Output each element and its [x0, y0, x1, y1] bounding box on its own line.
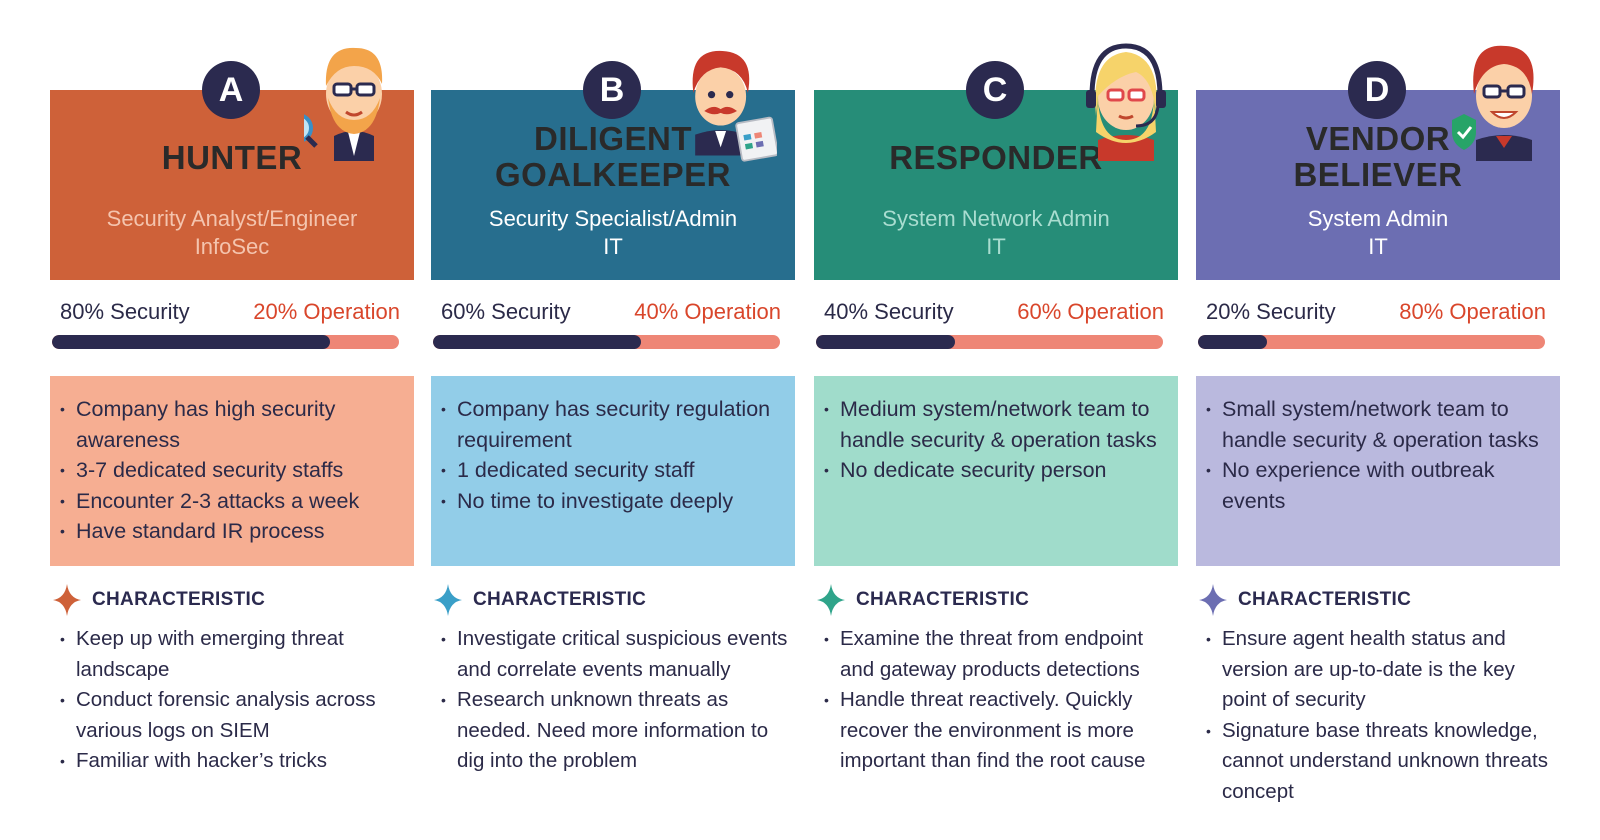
profile-item: 1 dedicated security staff — [441, 455, 781, 486]
company-profile-box: Small system/network team to handle secu… — [1196, 376, 1560, 566]
security-operation-bar — [433, 335, 780, 349]
characteristic-item: Investigate critical suspicious events a… — [441, 624, 795, 685]
characteristic-heading: CHARACTERISTIC — [816, 583, 1176, 617]
profile-item: Have standard IR process — [60, 516, 400, 547]
security-operation-split: 20% Security 80% Operation — [1206, 299, 1546, 329]
persona-card-responder: C RESPONDER System Network Admin IT 40% … — [814, 0, 1178, 840]
persona-role: System Admin IT — [1196, 205, 1560, 261]
security-percentage: 20% Security — [1206, 299, 1336, 324]
characteristic-item: Examine the threat from endpoint and gat… — [824, 624, 1178, 685]
persona-card-diligent-goalkeeper: B DILIGENT GOALKEEPER Security Specialis… — [431, 0, 795, 840]
persona-name-line: DILIGENT — [534, 120, 692, 157]
persona-name: RESPONDER — [889, 139, 1103, 176]
company-profile-box: Company has high security awareness3-7 d… — [50, 376, 414, 566]
persona-role: System Network Admin IT — [814, 205, 1178, 261]
profile-item: Medium system/network team to handle sec… — [824, 394, 1164, 455]
sparkle-icon — [817, 584, 845, 616]
role-department: InfoSec — [194, 234, 270, 259]
persona-name-line: BELIEVER — [1293, 156, 1463, 193]
profile-item: 3-7 dedicated security staffs — [60, 455, 400, 486]
persona-name-line: GOALKEEPER — [494, 156, 732, 193]
operation-percentage: 20% Operation — [253, 299, 400, 324]
persona-letter-badge: B — [583, 61, 641, 119]
security-percentage: 40% Security — [824, 299, 954, 324]
security-operation-bar — [52, 335, 399, 349]
profile-item: No time to investigate deeply — [441, 486, 781, 517]
role-title: Security Specialist/Admin — [488, 206, 738, 231]
role-department: IT — [1368, 234, 1388, 259]
company-profile-box: Company has security regulation requirem… — [431, 376, 795, 566]
characteristic-title: CHARACTERISTIC — [473, 589, 647, 610]
persona-letter-badge: A — [202, 61, 260, 119]
vendor-believer-avatar-icon — [1452, 45, 1534, 161]
role-department: IT — [603, 234, 623, 259]
persona-role: Security Specialist/Admin IT — [431, 205, 795, 261]
persona-letter-badge: C — [966, 61, 1024, 119]
security-percentage: 60% Security — [441, 299, 571, 324]
characteristic-item: Signature base threats knowledge, cannot… — [1206, 716, 1560, 808]
characteristic-title: CHARACTERISTIC — [92, 589, 266, 610]
operation-percentage: 40% Operation — [634, 299, 781, 324]
sparkle-icon — [434, 584, 462, 616]
characteristic-list: Examine the threat from endpoint and gat… — [824, 624, 1178, 777]
role-title: System Network Admin — [882, 206, 1110, 231]
profile-item: Company has high security awareness — [60, 394, 400, 455]
role-department: IT — [986, 234, 1006, 259]
security-percentage: 80% Security — [60, 299, 190, 324]
persona-card-hunter: A HUNTER Security Analyst/Engineer InfoS… — [50, 0, 414, 840]
characteristic-item: Ensure agent health status and version a… — [1206, 624, 1560, 716]
security-operation-bar — [1198, 335, 1545, 349]
sparkle-icon — [53, 584, 81, 616]
company-profile-box: Medium system/network team to handle sec… — [814, 376, 1178, 566]
hunter-avatar-icon — [304, 47, 383, 161]
characteristic-heading: CHARACTERISTIC — [52, 583, 412, 617]
characteristic-item: Conduct forensic analysis across various… — [60, 685, 414, 746]
characteristic-item: Handle threat reactively. Quickly recove… — [824, 685, 1178, 777]
security-share-fill — [816, 335, 955, 349]
characteristic-list: Ensure agent health status and version a… — [1206, 624, 1560, 807]
persona-role: Security Analyst/Engineer InfoSec — [50, 205, 414, 261]
security-operation-bar — [816, 335, 1163, 349]
persona-card-vendor-believer: D VENDOR BELIEVER System Admin IT 20% Se… — [1196, 0, 1560, 840]
persona-name: HUNTER — [161, 139, 303, 176]
security-share-fill — [52, 335, 330, 349]
characteristic-title: CHARACTERISTIC — [1238, 589, 1412, 610]
characteristic-list: Keep up with emerging threat landscapeCo… — [60, 624, 414, 777]
characteristic-heading: CHARACTERISTIC — [433, 583, 793, 617]
persona-header: DILIGENT GOALKEEPER Security Specialist/… — [431, 90, 795, 280]
security-operation-split: 40% Security 60% Operation — [824, 299, 1164, 329]
goalkeeper-avatar-icon — [692, 50, 777, 162]
characteristic-title: CHARACTERISTIC — [856, 589, 1030, 610]
persona-name: VENDOR BELIEVER — [1196, 121, 1560, 193]
characteristic-heading: CHARACTERISTIC — [1198, 583, 1558, 617]
operation-percentage: 60% Operation — [1017, 299, 1164, 324]
characteristic-list: Investigate critical suspicious events a… — [441, 624, 795, 777]
security-operation-split: 60% Security 40% Operation — [441, 299, 781, 329]
sparkle-icon — [1199, 584, 1227, 616]
security-operation-split: 80% Security 20% Operation — [60, 299, 400, 329]
persona-letter-badge: D — [1348, 61, 1406, 119]
profile-item: Encounter 2-3 attacks a week — [60, 486, 400, 517]
persona-name-line: VENDOR — [1305, 120, 1451, 157]
profile-item: Small system/network team to handle secu… — [1206, 394, 1546, 455]
profile-item: Company has security regulation requirem… — [441, 394, 781, 455]
security-share-fill — [1198, 335, 1268, 349]
role-title: Security Analyst/Engineer — [106, 206, 358, 231]
operation-percentage: 80% Operation — [1399, 299, 1546, 324]
security-share-fill — [433, 335, 642, 349]
characteristic-item: Research unknown threats as needed. Need… — [441, 685, 795, 777]
persona-name: DILIGENT GOALKEEPER — [431, 121, 795, 193]
role-title: System Admin — [1307, 206, 1449, 231]
responder-headset-avatar-icon — [1086, 43, 1166, 161]
characteristic-item: Keep up with emerging threat landscape — [60, 624, 414, 685]
profile-item: No dedicate security person — [824, 455, 1164, 486]
characteristic-item: Familiar with hacker’s tricks — [60, 746, 414, 777]
profile-item: No experience with outbreak events — [1206, 455, 1546, 516]
